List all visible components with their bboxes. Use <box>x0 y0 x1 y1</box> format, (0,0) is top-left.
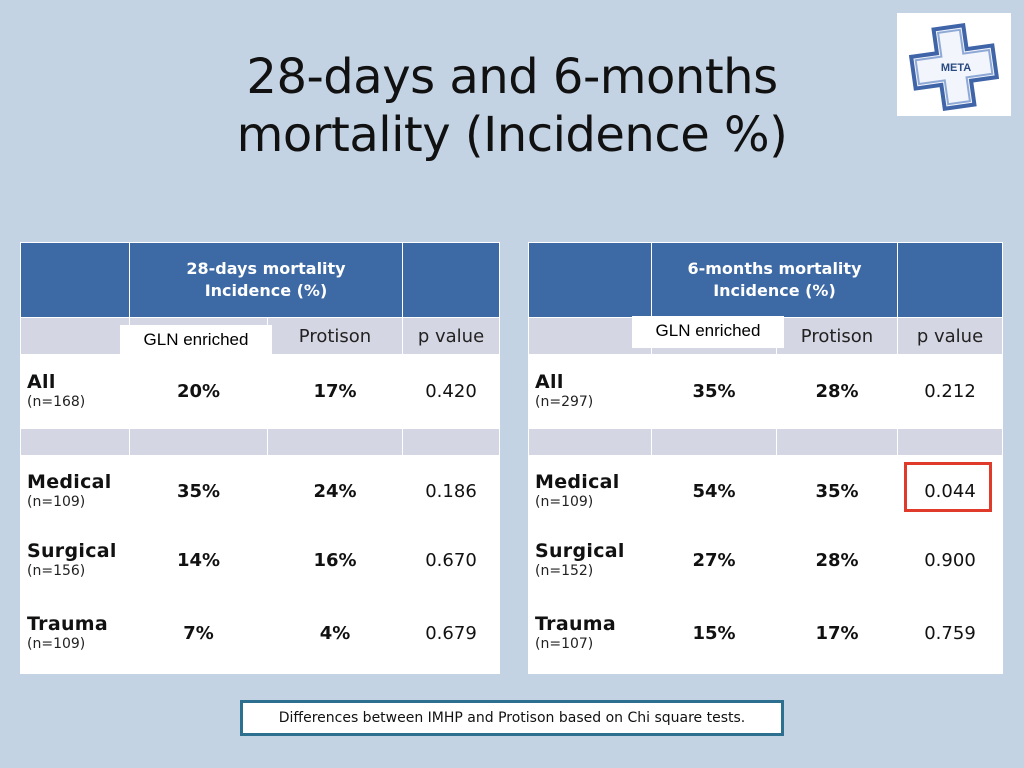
row-n: (n=168) <box>27 394 86 410</box>
row-n: (n=152) <box>535 562 594 579</box>
table-row: Trauma (n=109) 7% 4% 0.679 <box>20 593 500 674</box>
col-pvalue: p value <box>897 317 1003 355</box>
p-value: 0.670 <box>402 526 500 594</box>
cross-icon <box>908 23 1000 111</box>
table-row: Medical (n=109) 35% 24% 0.186 <box>20 455 500 527</box>
header-6-months: 6-months mortality Incidence (%) <box>651 242 898 318</box>
gln-value: 15% <box>651 593 777 674</box>
title-line-2: mortality (Incidence %) <box>236 107 788 163</box>
significance-highlight-box <box>904 462 992 512</box>
row-name: Medical <box>27 470 112 493</box>
row-n: (n=109) <box>535 493 594 510</box>
p-value: 0.759 <box>897 593 1003 674</box>
p-value: 0.044 <box>897 455 1003 527</box>
footnote: Differences between IMHP and Protison ba… <box>240 700 784 736</box>
row-name: All <box>27 371 56 393</box>
row-name: All <box>535 371 564 393</box>
gln-value: 35% <box>651 354 777 429</box>
protison-value: 28% <box>776 526 898 594</box>
table-row: All (n=168) 20% 17% 0.420 <box>20 354 500 429</box>
col-protison: Protison <box>267 317 403 355</box>
row-n: (n=297) <box>535 394 594 410</box>
meta-logo: META <box>897 13 1011 116</box>
protison-value: 24% <box>267 455 403 527</box>
row-name: Surgical <box>535 539 625 562</box>
gln-enriched-label-right: GLN enriched <box>632 316 784 348</box>
gln-value: 35% <box>129 455 268 527</box>
row-n: (n=156) <box>27 562 86 579</box>
header-blank <box>897 242 1003 318</box>
protison-value: 17% <box>267 354 403 429</box>
protison-value: 35% <box>776 455 898 527</box>
p-value: 0.900 <box>897 526 1003 594</box>
col-protison: Protison <box>776 317 898 355</box>
protison-value: 28% <box>776 354 898 429</box>
gln-value: 7% <box>129 593 268 674</box>
p-value: 0.186 <box>402 455 500 527</box>
table-6-months: 6-months mortality Incidence (%) Protiso… <box>528 242 1003 674</box>
logo-text: META <box>940 62 972 74</box>
p-value: 0.679 <box>402 593 500 674</box>
gln-value: 54% <box>651 455 777 527</box>
table-row: Trauma (n=107) 15% 17% 0.759 <box>528 593 1003 674</box>
table-28-days: 28-days mortality Incidence (%) Protison… <box>20 242 500 674</box>
row-n: (n=109) <box>27 636 86 652</box>
protison-value: 4% <box>267 593 403 674</box>
protison-value: 16% <box>267 526 403 594</box>
header-blank <box>402 242 500 318</box>
gln-value: 14% <box>129 526 268 594</box>
header-28-days: 28-days mortality Incidence (%) <box>129 242 403 318</box>
gln-enriched-label-left: GLN enriched <box>120 325 272 357</box>
header-blank <box>528 242 652 318</box>
p-value: 0.420 <box>402 354 500 429</box>
header-blank <box>20 242 130 318</box>
slide-title: 28-days and 6-months mortality (Incidenc… <box>112 48 912 164</box>
table-row: Medical (n=109) 54% 35% 0.044 <box>528 455 1003 527</box>
row-name: Trauma <box>27 613 109 635</box>
col-pvalue: p value <box>402 317 500 355</box>
table-row: Surgical (n=152) 27% 28% 0.900 <box>528 526 1003 594</box>
gln-value: 20% <box>129 354 268 429</box>
row-name: Trauma <box>535 613 617 635</box>
gln-value: 27% <box>651 526 777 594</box>
title-line-1: 28-days and 6-months <box>246 49 778 105</box>
row-n: (n=107) <box>535 636 594 652</box>
row-n: (n=109) <box>27 493 86 510</box>
table-row: Surgical (n=156) 14% 16% 0.670 <box>20 526 500 594</box>
table-row: All (n=297) 35% 28% 0.212 <box>528 354 1003 429</box>
row-name: Medical <box>535 470 620 493</box>
row-name: Surgical <box>27 539 117 562</box>
protison-value: 17% <box>776 593 898 674</box>
p-value: 0.212 <box>897 354 1003 429</box>
